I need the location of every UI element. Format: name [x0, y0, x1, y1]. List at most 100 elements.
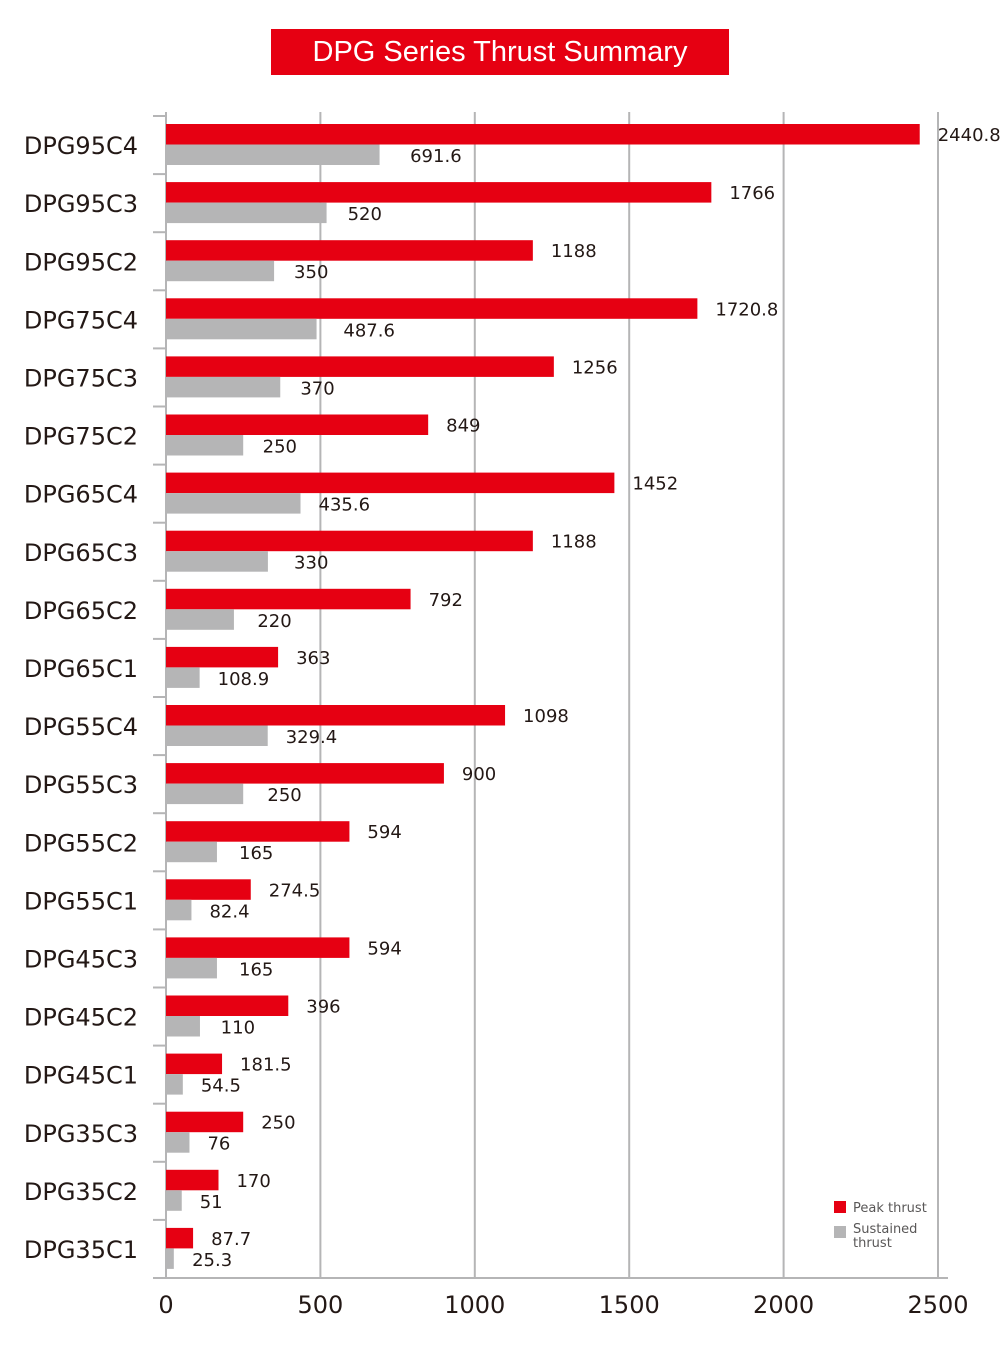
- x-tick-label: 1500: [599, 1291, 660, 1319]
- x-tick-label: 2500: [907, 1291, 968, 1319]
- peak-thrust-value-label: 1256: [572, 357, 618, 378]
- sustained-thrust-bar: [166, 1190, 182, 1211]
- peak-thrust-bar: [166, 182, 712, 203]
- sustained-thrust-value-label: 220: [257, 611, 291, 632]
- peak-thrust-bar: [166, 1111, 244, 1133]
- sustained-thrust-value-label: 250: [263, 437, 297, 458]
- sustained-thrust-bar: [166, 1016, 200, 1037]
- peak-thrust-bar: [166, 356, 554, 377]
- sustained-thrust-bar: [166, 493, 301, 514]
- peak-thrust-value-label: 1720.8: [715, 299, 778, 320]
- peak-thrust-value-label: 396: [306, 997, 340, 1018]
- peak-thrust-bar: [166, 937, 350, 958]
- category-label: DPG75C4: [24, 306, 138, 334]
- category-label: DPG65C2: [24, 597, 138, 625]
- sustained-thrust-value-label: 520: [348, 204, 382, 225]
- x-tick-label: 500: [297, 1291, 343, 1319]
- sustained-thrust-bar: [166, 957, 217, 979]
- sustained-thrust-value-label: 108.9: [218, 669, 270, 690]
- peak-thrust-bar: [166, 821, 350, 842]
- peak-thrust-value-label: 181.5: [240, 1055, 292, 1076]
- sustained-thrust-value-label: 691.6: [410, 146, 462, 167]
- chart-title: DPG Series Thrust Summary: [271, 29, 729, 75]
- legend-label-sustained: Sustained: [853, 1222, 917, 1237]
- sustained-thrust-bar: [166, 841, 217, 863]
- sustained-thrust-value-label: 25.3: [192, 1250, 232, 1271]
- peak-thrust-bar: [166, 995, 289, 1016]
- category-label: DPG35C1: [24, 1236, 138, 1264]
- sustained-thrust-bar: [166, 667, 200, 688]
- sustained-thrust-bar: [166, 609, 234, 630]
- peak-thrust-value-label: 1766: [729, 183, 775, 204]
- sustained-thrust-value-label: 250: [267, 785, 301, 806]
- category-label: DPG55C1: [24, 887, 138, 915]
- peak-thrust-bar: [166, 763, 444, 784]
- sustained-thrust-bar: [166, 435, 244, 456]
- peak-thrust-value-label: 363: [296, 648, 330, 669]
- sustained-thrust-bar: [166, 783, 244, 805]
- category-label: DPG35C2: [24, 1178, 138, 1206]
- peak-thrust-value-label: 594: [367, 822, 401, 843]
- peak-thrust-bar: [166, 530, 533, 552]
- sustained-thrust-value-label: 165: [239, 959, 273, 980]
- category-label: DPG95C2: [24, 248, 138, 276]
- category-label: DPG65C4: [24, 481, 138, 509]
- peak-thrust-value-label: 1188: [551, 532, 597, 553]
- category-label: DPG95C3: [24, 190, 138, 218]
- peak-thrust-value-label: 1452: [632, 474, 678, 495]
- sustained-thrust-value-label: 330: [294, 553, 328, 574]
- peak-thrust-value-label: 849: [446, 416, 480, 437]
- peak-thrust-bar: [166, 705, 506, 726]
- sustained-thrust-bar: [166, 260, 275, 282]
- peak-thrust-value-label: 1098: [523, 706, 569, 727]
- sustained-thrust-value-label: 165: [239, 843, 273, 864]
- category-label: DPG45C1: [24, 1062, 138, 1090]
- sustained-thrust-value-label: 110: [221, 1018, 255, 1039]
- category-label: DPG65C3: [24, 539, 138, 567]
- peak-thrust-bar: [166, 588, 411, 610]
- peak-thrust-bar: [166, 646, 279, 668]
- sustained-thrust-bar: [166, 318, 317, 340]
- sustained-thrust-bar: [166, 202, 327, 224]
- legend-swatch-sustained: [834, 1226, 846, 1238]
- peak-thrust-value-label: 1188: [551, 241, 597, 262]
- sustained-thrust-value-label: 350: [294, 262, 328, 283]
- peak-thrust-value-label: 900: [462, 764, 496, 785]
- category-label: DPG75C3: [24, 364, 138, 392]
- peak-thrust-bar: [166, 1169, 219, 1191]
- legend-label-sustained-2: thrust: [853, 1236, 892, 1251]
- sustained-thrust-value-label: 51: [200, 1192, 223, 1213]
- peak-thrust-value-label: 274.5: [269, 880, 321, 901]
- peak-thrust-value-label: 792: [429, 590, 463, 611]
- sustained-thrust-bar: [166, 725, 268, 746]
- category-label: DPG55C2: [24, 829, 138, 857]
- sustained-thrust-bar: [166, 1074, 183, 1095]
- peak-thrust-bar: [166, 124, 920, 145]
- x-tick-label: 2000: [753, 1291, 814, 1319]
- sustained-thrust-bar: [166, 551, 268, 572]
- category-label: DPG75C2: [24, 423, 138, 451]
- peak-thrust-value-label: 87.7: [211, 1229, 251, 1250]
- legend-swatch-peak: [834, 1201, 846, 1213]
- peak-thrust-value-label: 170: [236, 1171, 270, 1192]
- sustained-thrust-bar: [166, 1248, 174, 1269]
- sustained-thrust-value-label: 82.4: [209, 901, 249, 922]
- category-label: DPG45C2: [24, 1004, 138, 1032]
- sustained-thrust-value-label: 435.6: [319, 495, 371, 516]
- sustained-thrust-bar: [166, 899, 192, 921]
- category-label: DPG65C1: [24, 655, 138, 683]
- sustained-thrust-value-label: 76: [207, 1134, 230, 1155]
- sustained-thrust-bar: [166, 144, 380, 165]
- x-tick-label: 1000: [444, 1291, 505, 1319]
- category-label: DPG55C3: [24, 771, 138, 799]
- peak-thrust-value-label: 250: [261, 1113, 295, 1134]
- sustained-thrust-value-label: 329.4: [286, 727, 338, 748]
- category-label: DPG45C3: [24, 945, 138, 973]
- sustained-thrust-bar: [166, 1132, 190, 1153]
- peak-thrust-bar: [166, 298, 698, 319]
- peak-thrust-bar: [166, 240, 533, 261]
- sustained-thrust-value-label: 487.6: [343, 320, 395, 341]
- peak-thrust-bar: [166, 414, 429, 435]
